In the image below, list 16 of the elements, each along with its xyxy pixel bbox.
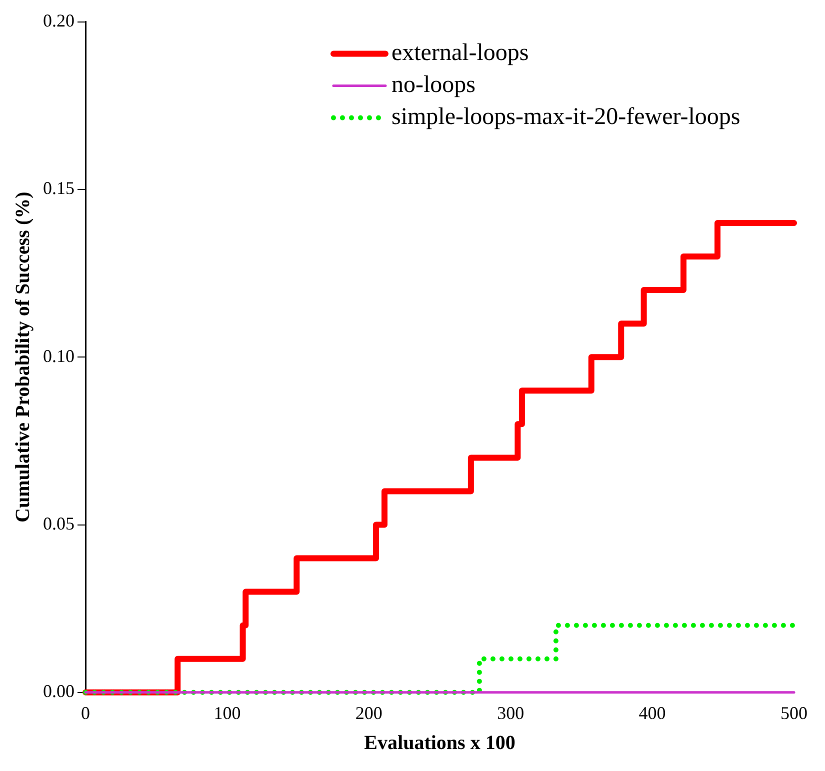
y-tick-label: 0.05 xyxy=(43,513,74,534)
x-tick-label: 100 xyxy=(214,702,241,723)
legend-label: simple-loops-max-it-20-fewer-loops xyxy=(391,104,740,130)
y-tick-label: 0.00 xyxy=(43,681,74,702)
x-tick-label: 0 xyxy=(81,702,90,723)
x-axis-title: Evaluations x 100 xyxy=(364,732,516,754)
y-tick-label: 0.20 xyxy=(43,10,74,31)
y-tick-label: 0.15 xyxy=(43,178,74,198)
x-tick-label: 400 xyxy=(638,702,666,723)
x-tick-label: 200 xyxy=(355,702,382,723)
x-tick-label: 300 xyxy=(497,702,524,723)
legend-label: no-loops xyxy=(391,72,476,98)
legend-label: external-loops xyxy=(391,40,529,66)
y-axis-title: Cumulative Probability of Success (%) xyxy=(12,192,34,522)
x-tick-label: 500 xyxy=(780,702,808,723)
y-tick-label: 0.10 xyxy=(43,346,74,366)
